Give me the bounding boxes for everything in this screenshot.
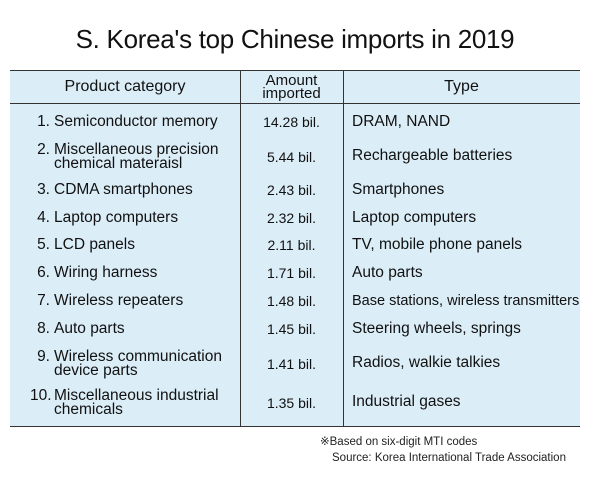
category-line: 9. Wireless communication bbox=[30, 348, 240, 365]
category-line: 4. Laptop computers bbox=[30, 209, 240, 226]
cell-category: 6. Wiring harness bbox=[30, 264, 240, 281]
rank-number: 4. bbox=[37, 209, 50, 226]
imports-table: Product category Amount imported Type 1.… bbox=[10, 70, 580, 427]
cell-category: 8. Auto parts bbox=[30, 320, 240, 337]
rank-number: 6. bbox=[37, 264, 50, 281]
cell-type: Industrial gases bbox=[352, 393, 461, 410]
cell-category: 2. Miscellaneous precision chemical matera… bbox=[30, 141, 240, 172]
category-line-cont: chemicals bbox=[54, 401, 123, 418]
cell-type: Base stations, wireless transmitters bbox=[352, 293, 580, 309]
footnote-note: ※Based on six-digit MTI codes bbox=[320, 436, 478, 448]
category-line: 3. CDMA smartphones bbox=[30, 181, 240, 198]
cell-amount: 1.45 bil. bbox=[266, 321, 317, 337]
rank-number: 3. bbox=[37, 181, 50, 198]
cell-amount: 2.43 bil. bbox=[266, 182, 317, 198]
cell-category: 10. Miscellaneous industrial chemicals bbox=[30, 387, 240, 418]
cell-category: 4. Laptop computers bbox=[30, 209, 240, 226]
rank-number: 5. bbox=[37, 236, 50, 253]
cell-category: 1. Semiconductor memory bbox=[30, 113, 240, 130]
cell-type: Smartphones bbox=[352, 181, 445, 198]
column-divider bbox=[240, 71, 241, 426]
cell-type: Auto parts bbox=[352, 264, 423, 281]
cell-category: 5. LCD panels bbox=[30, 236, 240, 253]
category-line: 6. Wiring harness bbox=[30, 264, 240, 281]
rank-number: 8. bbox=[37, 320, 50, 337]
cell-amount: 1.71 bil. bbox=[266, 265, 317, 281]
cell-type: Steering wheels, springs bbox=[352, 320, 521, 337]
cell-amount: 14.28 bil. bbox=[263, 114, 320, 130]
category-line: 2. Miscellaneous precision bbox=[30, 141, 240, 158]
cell-amount: 2.11 bil. bbox=[267, 237, 316, 253]
cell-type: Laptop computers bbox=[352, 209, 477, 226]
cell-amount: 1.41 bil. bbox=[266, 356, 317, 372]
rank-number: 1. bbox=[37, 113, 50, 130]
cell-type: Rechargeable batteries bbox=[352, 147, 513, 164]
cell-type: TV, mobile phone panels bbox=[352, 236, 523, 253]
cell-amount: 2.32 bil. bbox=[266, 210, 317, 226]
cell-type: Radios, walkie talkies bbox=[352, 354, 501, 371]
cell-type: DRAM, NAND bbox=[352, 113, 451, 130]
column-divider bbox=[343, 71, 344, 426]
rank-number: 10. bbox=[30, 387, 52, 404]
cell-category: 3. CDMA smartphones bbox=[30, 181, 240, 198]
header-amount: Amount imported bbox=[240, 71, 343, 103]
header-amount-line1: Amount bbox=[265, 72, 318, 89]
header-amount-line2: imported bbox=[262, 85, 321, 102]
category-line-cont: chemical materaisl bbox=[54, 155, 183, 172]
rank-number: 2. bbox=[37, 141, 50, 158]
category-line: 7. Wireless repeaters bbox=[30, 292, 240, 309]
category-line: 5. LCD panels bbox=[30, 236, 240, 253]
footnote-source: Source: Korea International Trade Associ… bbox=[332, 452, 566, 464]
chart-title: S. Korea's top Chinese imports in 2019 bbox=[75, 24, 515, 54]
category-line: 8. Auto parts bbox=[30, 320, 240, 337]
table-header: Product category Amount imported Type bbox=[10, 71, 580, 104]
cell-amount: 5.44 bil. bbox=[266, 149, 317, 165]
rank-number: 7. bbox=[37, 292, 50, 309]
header-type: Type bbox=[444, 78, 479, 95]
rank-number: 9. bbox=[37, 348, 50, 365]
category-line-cont: device parts bbox=[54, 362, 138, 379]
cell-amount: 1.35 bil. bbox=[266, 395, 317, 411]
cell-category: 9. Wireless communication device parts bbox=[30, 348, 240, 379]
cell-category: 7. Wireless repeaters bbox=[30, 292, 240, 309]
category-line: 10. Miscellaneous industrial bbox=[30, 387, 219, 404]
cell-amount: 1.48 bil. bbox=[266, 293, 317, 309]
header-category: Product category bbox=[64, 78, 186, 95]
category-line: 1. Semiconductor memory bbox=[30, 113, 240, 130]
